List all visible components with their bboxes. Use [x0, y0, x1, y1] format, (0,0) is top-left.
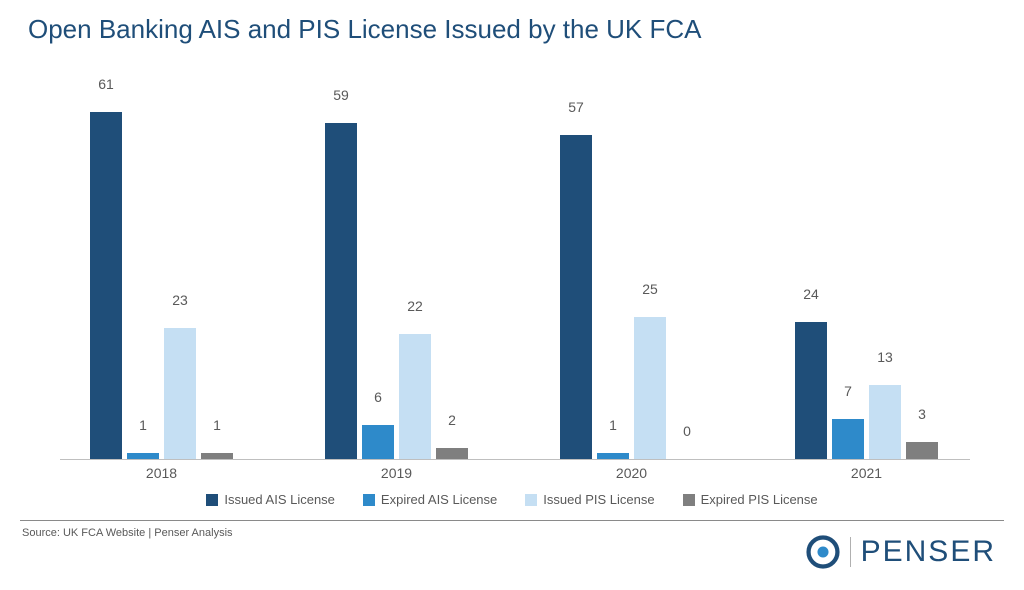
- bar: [869, 385, 901, 459]
- bar: [832, 419, 864, 459]
- x-axis-category: 2018: [72, 465, 252, 481]
- bar-value-label: 1: [597, 417, 629, 433]
- legend-item: Issued PIS License: [525, 492, 654, 507]
- bar-value-label: 23: [164, 292, 196, 308]
- legend-label: Issued PIS License: [543, 492, 654, 507]
- legend-item: Issued AIS License: [206, 492, 335, 507]
- legend-label: Expired AIS License: [381, 492, 497, 507]
- brand-logo: PENSER: [806, 535, 996, 569]
- legend-swatch: [363, 494, 375, 506]
- bar: [906, 442, 938, 459]
- bar-value-label: 2: [436, 412, 468, 428]
- legend-item: Expired PIS License: [683, 492, 818, 507]
- bar: [362, 425, 394, 459]
- bar-value-label: 7: [832, 383, 864, 399]
- legend-swatch: [206, 494, 218, 506]
- source-text: Source: UK FCA Website | Penser Analysis: [22, 527, 233, 539]
- logo-separator: [850, 537, 851, 567]
- legend-item: Expired AIS License: [363, 492, 497, 507]
- bar-value-label: 61: [90, 76, 122, 92]
- bar: [164, 328, 196, 459]
- bar-value-label: 3: [906, 406, 938, 422]
- x-axis-labels: 2018 2019 2020 2021: [60, 465, 970, 485]
- penser-icon: [806, 535, 840, 569]
- bar-value-label: 22: [399, 298, 431, 314]
- x-axis-category: 2021: [777, 465, 957, 481]
- bar: [436, 448, 468, 459]
- bar: [597, 453, 629, 459]
- bar: [560, 135, 592, 459]
- bar: [399, 334, 431, 459]
- bar-value-label: 13: [869, 349, 901, 365]
- bar: [795, 322, 827, 459]
- bar-value-label: 1: [201, 417, 233, 433]
- bar-value-label: 1: [127, 417, 159, 433]
- bar-value-label: 59: [325, 87, 357, 103]
- brand-name: PENSER: [861, 535, 996, 569]
- x-axis-category: 2019: [307, 465, 487, 481]
- bar: [634, 317, 666, 459]
- chart-legend: Issued AIS License Expired AIS License Iss…: [0, 492, 1024, 507]
- bar-value-label: 57: [560, 99, 592, 115]
- bar-value-label: 24: [795, 286, 827, 302]
- bar: [325, 123, 357, 459]
- page-title: Open Banking AIS and PIS License Issued …: [28, 14, 702, 45]
- legend-swatch: [683, 494, 695, 506]
- bar-value-label: 0: [671, 423, 703, 439]
- bar-value-label: 6: [362, 389, 394, 405]
- bar: [127, 453, 159, 459]
- footer-divider: [20, 520, 1004, 521]
- bar-chart: 611231596222571250247133: [60, 90, 970, 460]
- bar: [90, 112, 122, 459]
- legend-swatch: [525, 494, 537, 506]
- legend-label: Issued AIS License: [224, 492, 335, 507]
- bar: [201, 453, 233, 459]
- legend-label: Expired PIS License: [701, 492, 818, 507]
- x-axis-category: 2020: [542, 465, 722, 481]
- bar-value-label: 25: [634, 281, 666, 297]
